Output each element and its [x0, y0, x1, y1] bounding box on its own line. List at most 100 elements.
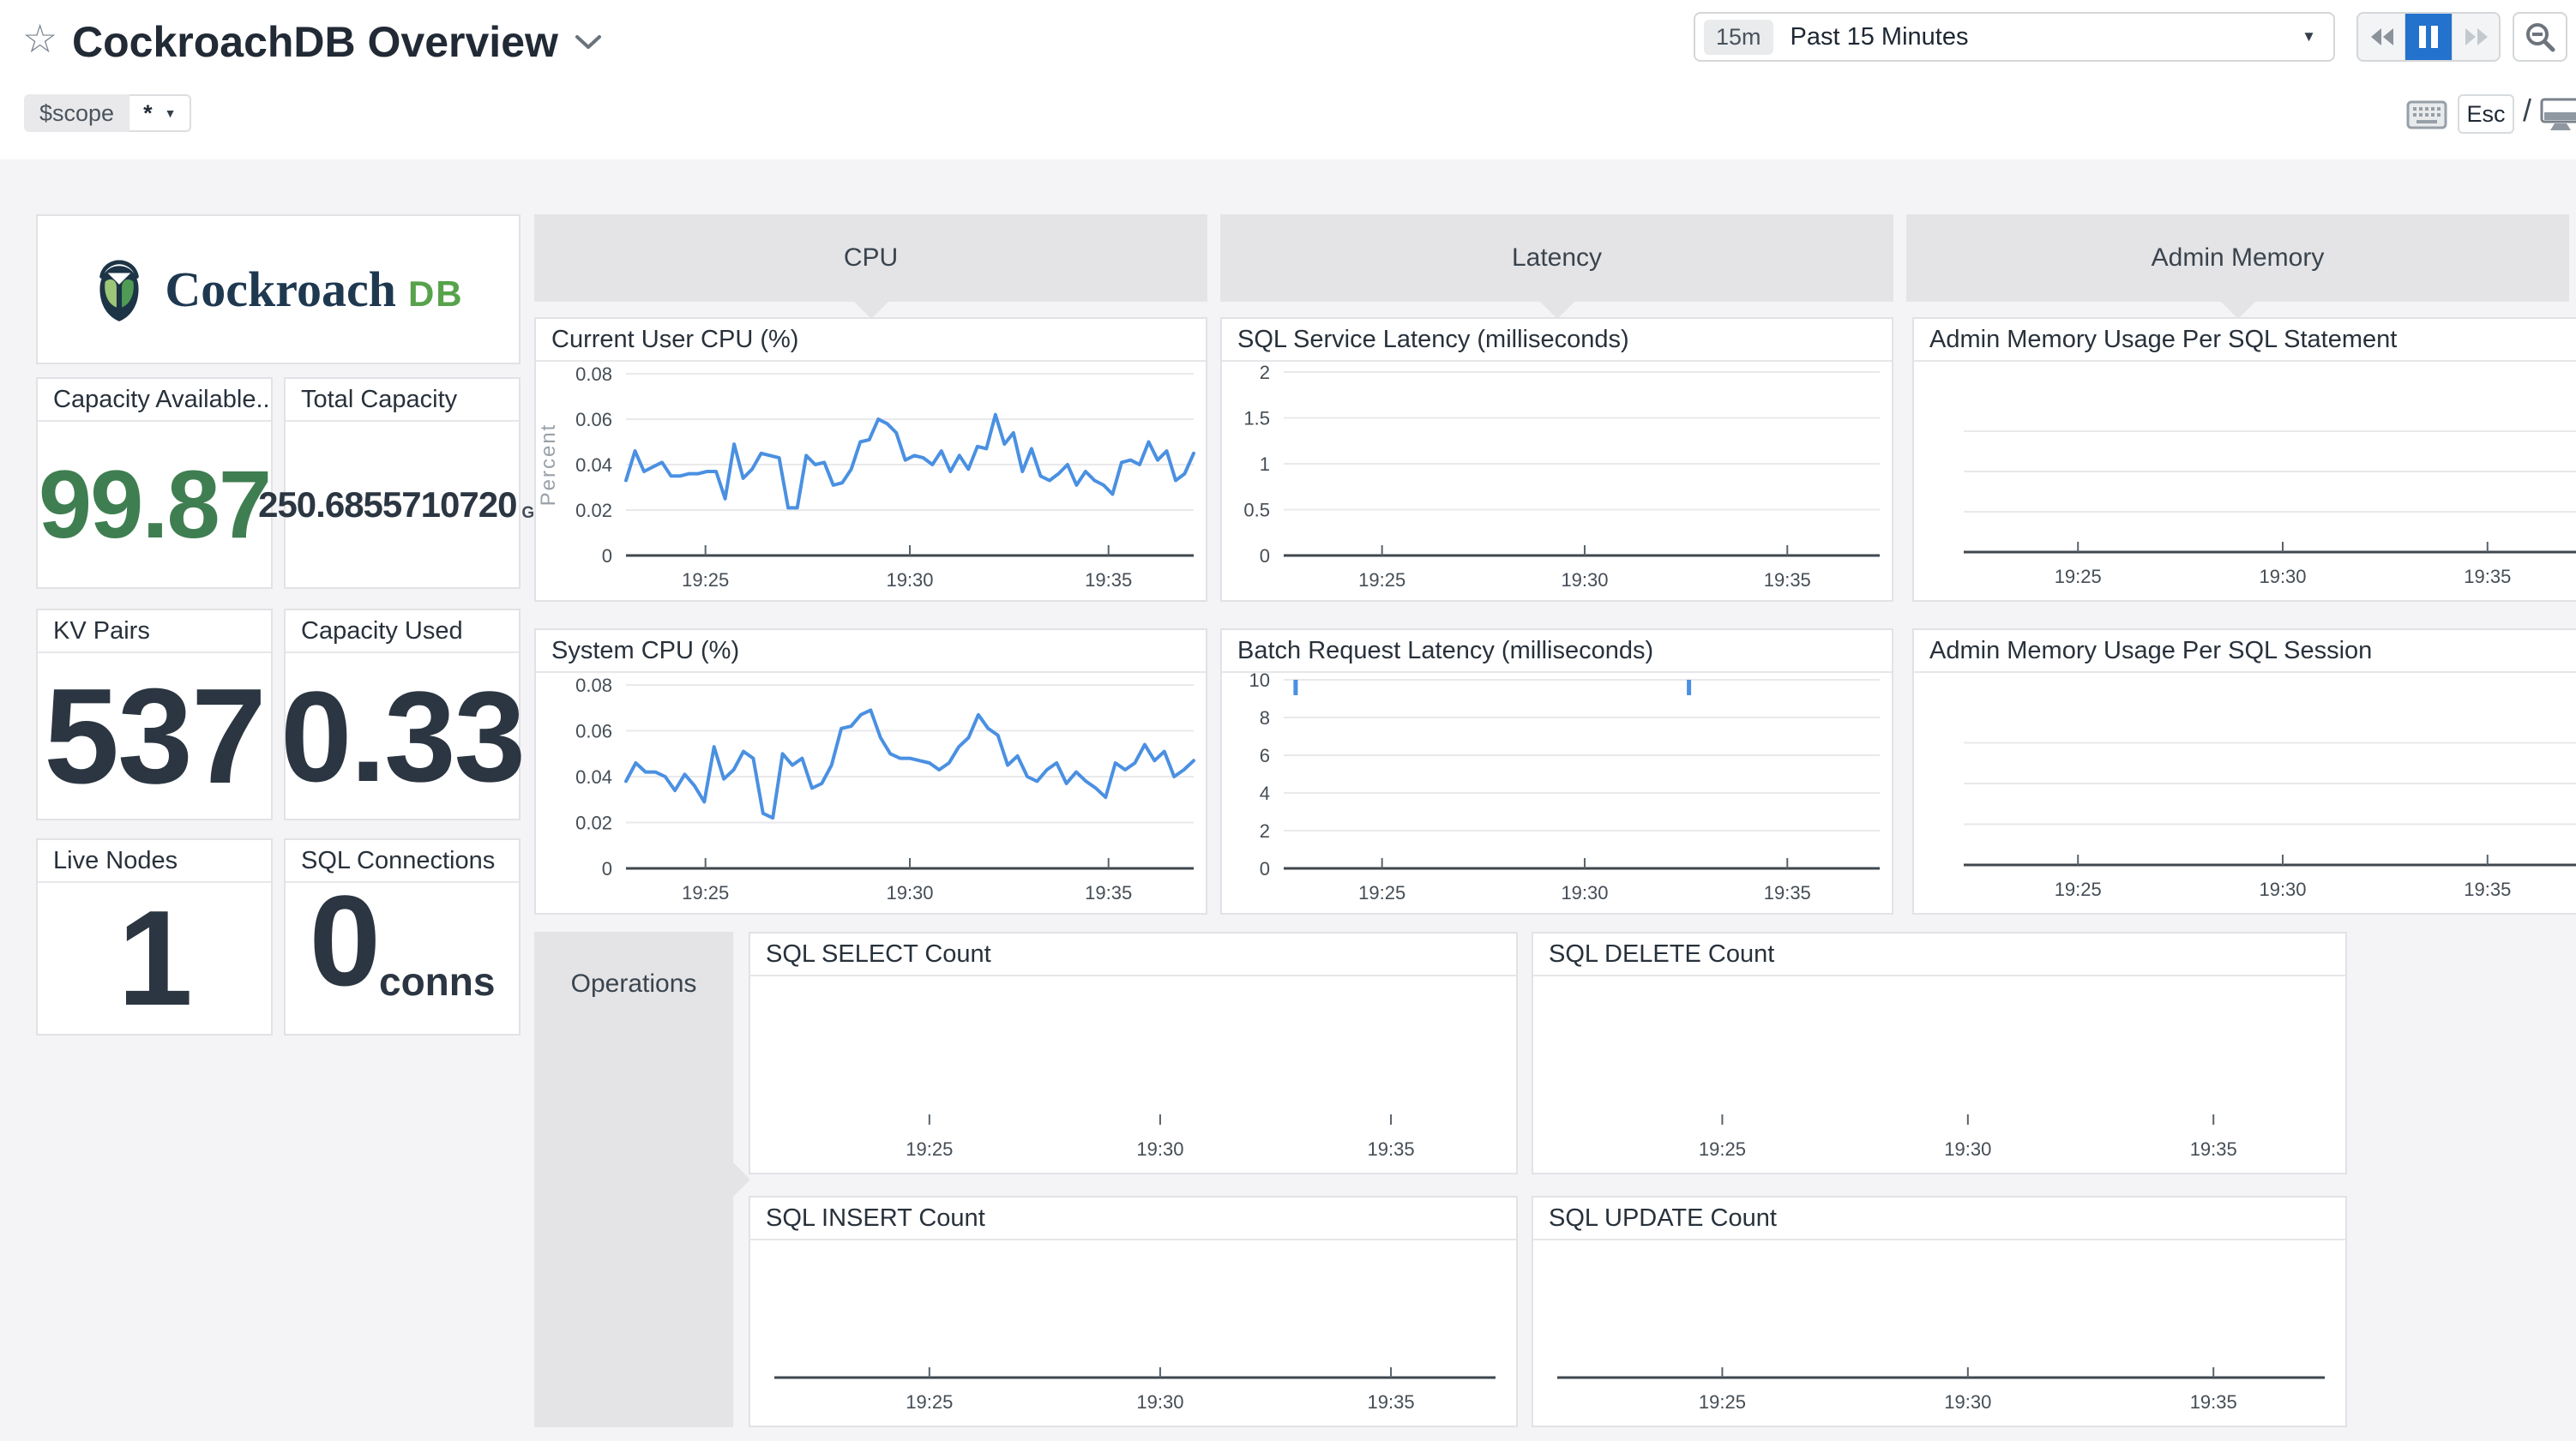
group-header-latency: Latency [1220, 214, 1893, 319]
svg-text:1.5: 1.5 [1243, 408, 1270, 429]
chart-title: SQL INSERT Count [750, 1198, 1516, 1240]
chart-card-batch-request-latency: Batch Request Latency (milliseconds) 0 2 4… [1220, 628, 1893, 915]
stat-value: 0 [309, 868, 381, 1012]
group-notch [2218, 300, 2257, 319]
time-range-picker[interactable]: 15m Past 15 Minutes ▼ [1694, 12, 2335, 62]
svg-text:19:25: 19:25 [2055, 879, 2102, 900]
template-variable-scope[interactable]: $scope * ▼ [24, 94, 192, 132]
chart-title: Admin Memory Usage Per SQL Statement [1914, 319, 2576, 362]
svg-text:19:30: 19:30 [886, 569, 933, 591]
keyboard-shortcuts-icon[interactable] [2406, 99, 2447, 130]
chart-title: Admin Memory Usage Per SQL Session [1914, 630, 2576, 673]
chart-plot-sql-delete-count[interactable]: 19:25 19:30 19:35 [1533, 975, 2345, 1173]
svg-text:19:25: 19:25 [1358, 882, 1405, 904]
group-label: CPU [843, 243, 899, 272]
zoom-out-icon [2526, 23, 2555, 52]
scope-value-text: * [143, 99, 153, 126]
chart-plot-batch-request-latency[interactable]: 0 2 4 6 8 10 19:25 19:30 19:35 [1222, 669, 1892, 913]
chart-card-sql-update-count: SQL UPDATE Count 19:25 19:30 19:35 [1532, 1196, 2347, 1427]
zoom-out-button[interactable] [2513, 12, 2567, 62]
stat-card-capacity-available: Capacity Available... 99.87 [36, 377, 273, 589]
stat-card-sql-connections: SQL Connections 0 conns [284, 838, 521, 1036]
stat-value: 1 [117, 883, 193, 1034]
chart-card-system-cpu: System CPU (%) 0 0.02 0.04 0.06 0.08 19:25 19:… [534, 628, 1207, 915]
svg-text:19:35: 19:35 [1368, 1138, 1415, 1160]
tv-mode-icon[interactable] [2540, 98, 2576, 132]
svg-text:19:35: 19:35 [2464, 566, 2511, 587]
stat-title: KV Pairs [38, 610, 271, 653]
svg-text:19:35: 19:35 [1764, 569, 1811, 591]
chart-title: System CPU (%) [536, 630, 1206, 673]
chart-plot-sql-update-count[interactable]: 19:25 19:30 19:35 [1533, 1239, 2345, 1426]
stat-card-kv-pairs: KV Pairs 537 [36, 609, 273, 820]
caret-down-icon: ▼ [2302, 28, 2316, 45]
svg-text:0.06: 0.06 [575, 721, 612, 742]
svg-text:19:35: 19:35 [2190, 1391, 2237, 1413]
timeline-controls [2356, 12, 2501, 62]
chart-plot-sql-select-count[interactable]: 19:25 19:30 19:35 [750, 975, 1516, 1173]
rewind-button[interactable] [2358, 14, 2405, 60]
stat-value: 537 [44, 660, 267, 812]
esc-key-button[interactable]: Esc [2458, 94, 2514, 134]
chart-card-admin-memory-session: Admin Memory Usage Per SQL Session 19:25… [1912, 628, 2576, 915]
stat-value: 250.6855710720 [258, 483, 517, 525]
time-range-label: Past 15 Minutes [1790, 22, 1969, 51]
svg-text:2: 2 [1260, 820, 1270, 842]
svg-text:10: 10 [1249, 671, 1270, 691]
svg-text:19:25: 19:25 [1699, 1391, 1746, 1413]
svg-text:0: 0 [602, 545, 612, 567]
stat-title: Capacity Used [286, 610, 519, 653]
cockroach-bug-icon [99, 260, 140, 321]
group-label: Admin Memory [2151, 243, 2325, 272]
group-header-cpu: CPU [534, 214, 1207, 319]
chart-plot-admin-memory-session[interactable]: 19:25 19:30 19:35 [1914, 671, 2576, 913]
pause-button[interactable] [2405, 14, 2453, 60]
svg-text:19:30: 19:30 [1136, 1138, 1183, 1160]
chart-title: SQL SELECT Count [750, 934, 1516, 976]
stat-card-live-nodes: Live Nodes 1 [36, 838, 273, 1036]
chart-card-admin-memory-statement: Admin Memory Usage Per SQL Statement 19:… [1912, 317, 2576, 602]
chart-plot-sql-insert-count[interactable]: 19:25 19:30 19:35 [750, 1239, 1516, 1426]
stat-value: 0.33 [280, 663, 526, 808]
svg-text:19:30: 19:30 [1136, 1391, 1183, 1413]
svg-text:1: 1 [1260, 453, 1270, 475]
chart-card-sql-service-latency: SQL Service Latency (milliseconds) 0 0.5 1… [1220, 317, 1893, 602]
group-header-operations: Operations [534, 932, 750, 1427]
svg-text:0.02: 0.02 [575, 813, 612, 834]
svg-text:0.08: 0.08 [575, 675, 612, 696]
chart-plot-current-user-cpu[interactable]: 0 0.02 0.04 0.06 0.08 19:25 19:30 19:35 Percent [536, 360, 1206, 600]
svg-text:19:35: 19:35 [1085, 569, 1132, 591]
forward-button[interactable] [2453, 14, 2499, 60]
chart-plot-sql-service-latency[interactable]: 0 0.5 1 1.5 2 19:25 19:30 19:35 [1222, 360, 1892, 600]
page-title-menu[interactable]: CockroachDB Overview [72, 17, 603, 67]
chart-plot-admin-memory-statement[interactable]: 19:25 19:30 19:35 [1914, 360, 2576, 600]
chart-title: Batch Request Latency (milliseconds) [1222, 630, 1892, 673]
svg-text:19:35: 19:35 [1368, 1391, 1415, 1413]
svg-text:19:30: 19:30 [2259, 566, 2306, 587]
favorite-star-icon[interactable]: ☆ [22, 16, 58, 61]
scope-variable-name: $scope [24, 94, 130, 132]
svg-text:0: 0 [602, 858, 612, 880]
svg-text:0.08: 0.08 [575, 363, 612, 385]
svg-text:19:35: 19:35 [1085, 882, 1132, 904]
svg-text:19:25: 19:25 [1699, 1138, 1746, 1160]
scope-variable-value[interactable]: * ▼ [129, 94, 192, 132]
group-header-admin-memory: Admin Memory [1906, 214, 2569, 319]
svg-text:0.04: 0.04 [575, 766, 612, 788]
chart-title: SQL Service Latency (milliseconds) [1222, 319, 1892, 362]
chart-title: SQL UPDATE Count [1533, 1198, 2345, 1240]
cockroachdb-logo: Cockroach DB [36, 214, 521, 364]
chart-plot-system-cpu[interactable]: 0 0.02 0.04 0.06 0.08 19:25 19:30 19:35 [536, 671, 1206, 913]
svg-text:2: 2 [1260, 362, 1270, 383]
svg-text:0.06: 0.06 [575, 409, 612, 430]
svg-text:19:30: 19:30 [1944, 1138, 1991, 1160]
pause-icon [2419, 26, 2438, 48]
chart-card-sql-select-count: SQL SELECT Count 19:25 19:30 19:35 [749, 932, 1518, 1174]
svg-text:19:25: 19:25 [906, 1138, 953, 1160]
chart-card-sql-delete-count: SQL DELETE Count 19:25 19:30 19:35 [1532, 932, 2347, 1174]
group-label: Operations [570, 970, 697, 998]
slash-shortcut-hint: / [2523, 93, 2532, 128]
svg-text:4: 4 [1260, 783, 1270, 804]
stat-title: Capacity Available... [38, 379, 271, 422]
